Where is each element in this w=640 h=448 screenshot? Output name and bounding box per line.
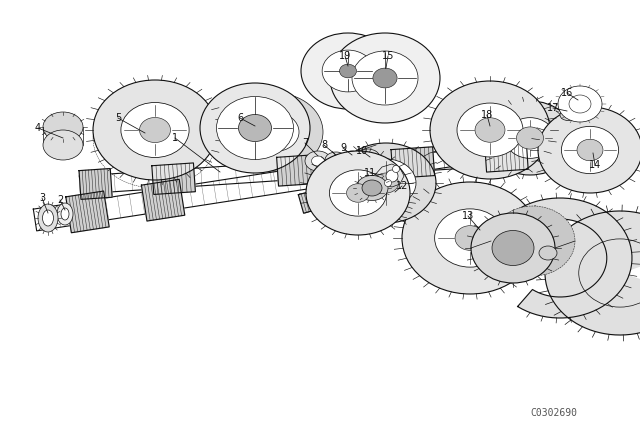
Text: 8: 8 <box>321 140 327 150</box>
Polygon shape <box>328 200 352 223</box>
Ellipse shape <box>457 103 523 157</box>
Polygon shape <box>276 155 320 186</box>
Ellipse shape <box>251 112 299 151</box>
Polygon shape <box>318 153 357 194</box>
Ellipse shape <box>538 107 640 193</box>
Ellipse shape <box>301 33 395 109</box>
Ellipse shape <box>61 208 69 220</box>
Ellipse shape <box>491 206 575 276</box>
Text: 19: 19 <box>339 51 351 61</box>
Ellipse shape <box>362 180 382 196</box>
Ellipse shape <box>227 93 323 171</box>
Ellipse shape <box>516 127 543 149</box>
Ellipse shape <box>435 209 506 267</box>
Ellipse shape <box>140 117 170 142</box>
Ellipse shape <box>485 101 575 175</box>
Ellipse shape <box>239 115 271 142</box>
Text: 11: 11 <box>364 168 376 178</box>
Ellipse shape <box>306 151 410 235</box>
Circle shape <box>392 165 399 172</box>
Text: 9: 9 <box>340 143 346 153</box>
Ellipse shape <box>43 130 83 160</box>
Polygon shape <box>391 147 435 178</box>
Text: 15: 15 <box>382 51 394 61</box>
Text: 7: 7 <box>302 138 308 148</box>
Ellipse shape <box>330 33 440 123</box>
Ellipse shape <box>356 176 388 201</box>
Ellipse shape <box>569 95 591 113</box>
Ellipse shape <box>336 143 436 223</box>
Ellipse shape <box>42 210 54 226</box>
Ellipse shape <box>402 182 538 294</box>
Text: 4: 4 <box>35 123 41 133</box>
Ellipse shape <box>340 64 356 78</box>
Ellipse shape <box>577 139 603 161</box>
Ellipse shape <box>561 126 619 174</box>
Polygon shape <box>79 168 112 199</box>
Ellipse shape <box>356 149 380 167</box>
Ellipse shape <box>492 231 534 266</box>
Text: 16: 16 <box>561 88 573 98</box>
Text: 10: 10 <box>356 146 368 156</box>
Text: 6: 6 <box>237 113 243 123</box>
Text: C0302690: C0302690 <box>530 408 577 418</box>
Ellipse shape <box>43 112 83 142</box>
Text: 2: 2 <box>57 195 63 205</box>
Circle shape <box>341 208 347 214</box>
Ellipse shape <box>374 173 399 193</box>
Ellipse shape <box>93 80 217 180</box>
Ellipse shape <box>330 170 387 216</box>
Polygon shape <box>298 187 332 213</box>
Ellipse shape <box>471 213 555 283</box>
Ellipse shape <box>384 186 406 203</box>
Ellipse shape <box>330 156 342 164</box>
Ellipse shape <box>305 151 331 171</box>
Ellipse shape <box>560 98 576 108</box>
Circle shape <box>386 170 398 182</box>
Circle shape <box>385 180 392 186</box>
Ellipse shape <box>57 203 73 225</box>
Ellipse shape <box>347 184 369 202</box>
Ellipse shape <box>475 118 505 142</box>
Ellipse shape <box>342 151 362 167</box>
Ellipse shape <box>352 51 418 105</box>
Text: 3: 3 <box>39 193 45 203</box>
Polygon shape <box>545 211 640 335</box>
Ellipse shape <box>430 81 550 179</box>
Polygon shape <box>66 191 109 233</box>
Ellipse shape <box>373 68 397 88</box>
Ellipse shape <box>216 96 294 159</box>
Text: 14: 14 <box>589 160 601 170</box>
Ellipse shape <box>362 154 374 163</box>
Ellipse shape <box>38 204 58 232</box>
Text: 1: 1 <box>172 133 178 143</box>
Ellipse shape <box>560 109 576 121</box>
Text: 17: 17 <box>547 103 559 113</box>
Text: 12: 12 <box>396 181 408 191</box>
Ellipse shape <box>505 118 555 158</box>
Polygon shape <box>33 144 457 231</box>
Ellipse shape <box>558 86 602 122</box>
Ellipse shape <box>322 50 374 92</box>
Polygon shape <box>79 141 600 194</box>
Ellipse shape <box>312 156 324 166</box>
Polygon shape <box>152 163 195 194</box>
Ellipse shape <box>121 103 189 158</box>
Ellipse shape <box>455 226 485 250</box>
Text: 18: 18 <box>481 110 493 120</box>
Polygon shape <box>374 164 404 187</box>
Ellipse shape <box>539 246 557 260</box>
Ellipse shape <box>325 152 347 168</box>
Polygon shape <box>141 179 185 221</box>
Text: 13: 13 <box>462 211 474 221</box>
Polygon shape <box>518 198 632 318</box>
Ellipse shape <box>388 190 401 200</box>
Polygon shape <box>484 141 528 172</box>
Ellipse shape <box>356 159 416 207</box>
Ellipse shape <box>200 83 310 173</box>
Ellipse shape <box>347 155 357 163</box>
Text: 5: 5 <box>115 113 121 123</box>
Circle shape <box>333 212 341 220</box>
